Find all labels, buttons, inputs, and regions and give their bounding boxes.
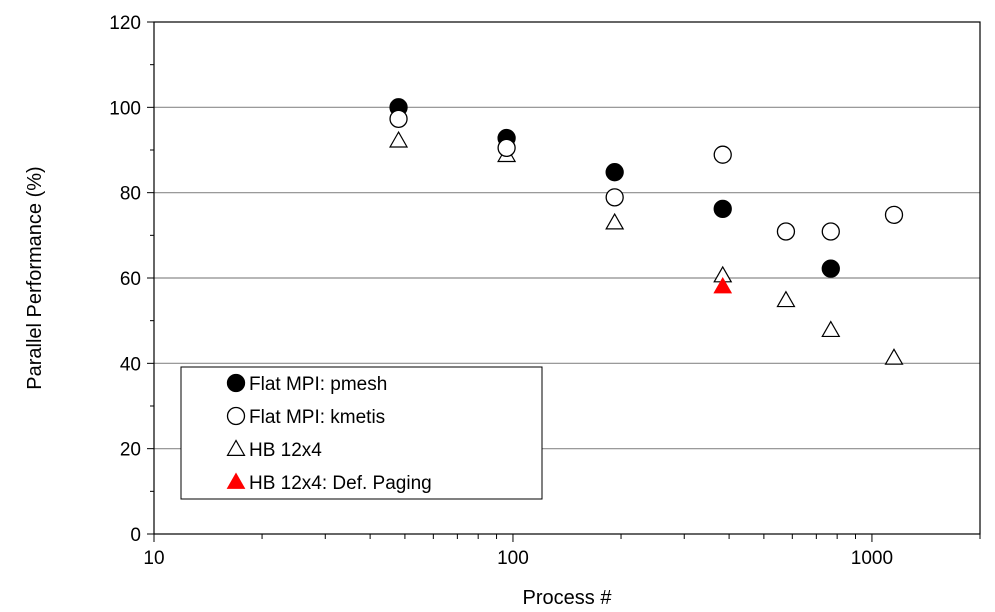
x-tick-label-1000: 1000 bbox=[851, 548, 893, 569]
point-filled-circle-3 bbox=[713, 199, 732, 219]
point-filled-circle-4 bbox=[821, 259, 840, 278]
legend-marker-open-triangle bbox=[226, 439, 246, 456]
point-open-triangle-2 bbox=[605, 212, 625, 230]
point-open-circle-0 bbox=[389, 109, 408, 129]
point-open-circle-5 bbox=[821, 222, 840, 241]
point-open-circle-2 bbox=[605, 188, 624, 207]
point-open-circle-4 bbox=[776, 222, 796, 241]
y-axis-tick-labels: 0 20 40 60 80 100 120 bbox=[109, 13, 141, 546]
point-open-triangle-5 bbox=[821, 320, 841, 338]
legend-label-2: HB 12x4 bbox=[249, 440, 322, 461]
legend-label-0: Flat MPI: pmesh bbox=[249, 374, 387, 395]
point-open-triangle-0 bbox=[389, 130, 409, 148]
point-open-triangle-6 bbox=[884, 348, 904, 365]
x-axis-title: Process # bbox=[523, 587, 613, 609]
y-tick-label-20: 20 bbox=[120, 440, 141, 461]
y-axis-title: Parallel Performance (%) bbox=[24, 166, 46, 389]
point-open-triangle-4 bbox=[776, 290, 796, 308]
point-filled-circle-2 bbox=[605, 163, 624, 182]
axis-ticks bbox=[147, 21, 981, 542]
x-tick-label-100: 100 bbox=[497, 548, 529, 569]
y-tick-label-80: 80 bbox=[120, 184, 141, 205]
point-filled-triangle-0 bbox=[713, 277, 733, 294]
point-open-circle-3 bbox=[713, 145, 732, 164]
x-axis-tick-labels: 10 100 1000 bbox=[143, 548, 893, 569]
legend-items: Flat MPI: pmesh Flat MPI: kmetis HB 12x4 HB… bbox=[226, 373, 432, 494]
point-open-circle-1 bbox=[497, 138, 516, 158]
gridlines bbox=[154, 106, 980, 450]
point-open-circle-6 bbox=[884, 205, 904, 225]
legend-label-1: Flat MPI: kmetis bbox=[249, 407, 385, 428]
legend-marker-filled-triangle bbox=[226, 472, 246, 489]
data-points bbox=[389, 98, 904, 365]
y-tick-label-60: 60 bbox=[120, 269, 141, 290]
legend-label-3: HB 12x4: Def. Paging bbox=[249, 473, 432, 494]
x-tick-label-10: 10 bbox=[143, 548, 164, 569]
legend-marker-open-circle bbox=[226, 406, 246, 426]
legend: Flat MPI: pmesh Flat MPI: kmetis HB 12x4 HB… bbox=[180, 366, 543, 500]
y-tick-label-120: 120 bbox=[109, 13, 141, 34]
y-tick-label-0: 0 bbox=[130, 525, 141, 546]
y-tick-label-40: 40 bbox=[120, 354, 141, 375]
legend-marker-filled-circle bbox=[226, 373, 246, 393]
y-tick-label-100: 100 bbox=[109, 98, 141, 119]
